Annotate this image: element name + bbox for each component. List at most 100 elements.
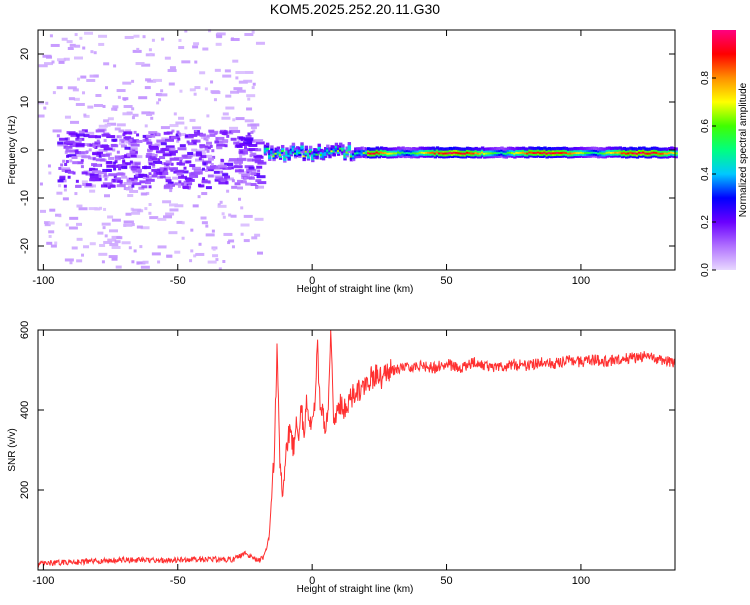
spectrogram-cell [201, 167, 205, 171]
spectrogram-cell [237, 138, 241, 142]
spectrogram-cell [265, 144, 270, 148]
spectrogram-cell [181, 236, 185, 240]
spectrogram-cell [132, 49, 142, 53]
spectrogram-cell [588, 154, 592, 158]
spectrogram-cell [401, 148, 405, 152]
spectrogram-cell [132, 113, 139, 117]
spectrogram-cell [131, 184, 135, 188]
spectrogram-cell [465, 150, 470, 154]
spectrogram-cell [463, 147, 468, 151]
spectrogram-cell [465, 146, 470, 150]
spectrogram-cell [502, 149, 506, 153]
spectrogram-cell [601, 153, 605, 157]
spectrogram-cell [534, 146, 539, 151]
spectrogram-cell [625, 149, 629, 153]
spectrogram-cell [104, 86, 108, 90]
spectrogram-cell [577, 147, 582, 151]
spectrogram-cell [131, 260, 135, 264]
spectrogram-cell [377, 153, 382, 157]
spectrogram-cell [274, 147, 278, 151]
spectrogram-cell [343, 155, 347, 159]
spectrogram-cell [412, 150, 416, 155]
spectrogram-cell [96, 139, 100, 143]
spectrogram-cell [149, 216, 159, 220]
spectrogram-cell [519, 152, 524, 156]
spectrogram-cell [99, 243, 106, 247]
spectrogram-cell [156, 132, 160, 136]
spectrogram-cell [189, 172, 196, 176]
spectrogram-cell [65, 160, 69, 164]
spectrogram-cell [326, 144, 330, 148]
spectrogram-cell [476, 149, 481, 153]
spectrogram-cell [470, 149, 474, 153]
spectrogram-cell [285, 147, 289, 151]
spectrogram-cell [138, 186, 145, 190]
spectrogram-cell [364, 153, 369, 157]
spectrogram-cell [650, 150, 655, 154]
spectrogram-cell [215, 258, 219, 262]
spectrogram-cell [256, 251, 263, 255]
spectrogram-cell [549, 153, 554, 157]
spectrogram-cell [112, 105, 119, 109]
spectrogram-cell [81, 253, 85, 257]
spectrogram-cell [58, 166, 62, 170]
spectrogram-cell [605, 154, 610, 158]
spectrogram-cell [268, 152, 272, 156]
spectrogram-cell [646, 153, 650, 157]
spectrogram-cell [169, 203, 179, 207]
spectrogram-cell [67, 154, 77, 158]
spectrogram-cell [625, 147, 629, 151]
spectrogram-cell [560, 150, 564, 154]
spectrogram-cell [146, 141, 153, 145]
spectrogram-cell [321, 151, 326, 155]
y-tick-label: -10 [19, 190, 31, 206]
spectrogram-cell [313, 149, 317, 154]
spectrogram-cell [111, 107, 118, 111]
spectrogram-cell [128, 147, 138, 151]
spectrogram-cell [252, 129, 256, 133]
spectrogram-cell [384, 150, 388, 154]
spectrogram-cell [360, 150, 364, 154]
spectrogram-cell [618, 146, 622, 150]
spectrogram-cell [504, 153, 508, 157]
spectrogram-cell [407, 150, 412, 155]
spectrogram-cell [64, 151, 68, 155]
spectrogram-cell [631, 151, 635, 155]
spectrogram-cell [543, 148, 547, 152]
spectrogram-cell [215, 176, 222, 180]
spectrogram-cell [515, 154, 519, 158]
spectrogram-cell [70, 120, 80, 124]
spectrogram-cell [125, 129, 132, 133]
spectrogram-cell [132, 208, 142, 212]
spectrogram-cell [88, 168, 98, 172]
spectrogram-cell [386, 147, 390, 151]
spectrogram-cell [215, 136, 225, 140]
spectrogram-cell [409, 147, 414, 151]
spectrogram-cell [633, 153, 638, 157]
spectrogram-cell [165, 212, 175, 216]
spectrogram-cell [468, 148, 472, 153]
spectrogram-cell [248, 147, 258, 151]
spectrogram-cell [446, 151, 450, 155]
spectrogram-cell [205, 154, 212, 158]
spectrogram-cell [498, 148, 502, 153]
spectrogram-cell [151, 174, 158, 178]
spectrogram-cell [219, 200, 223, 204]
spectrogram-cell [200, 216, 207, 220]
spectrogram-cell [189, 164, 196, 168]
spectrogram-cell [332, 149, 336, 153]
spectrogram-cell [231, 129, 241, 133]
spectrogram-cell [87, 105, 94, 109]
spectrogram-cell [240, 138, 244, 142]
spectrogram-cell [59, 175, 66, 179]
spectrogram-cell [118, 129, 125, 133]
spectrogram-cell [472, 151, 476, 155]
spectrogram-cell [165, 160, 172, 164]
spectrogram-cell [446, 155, 450, 159]
spectrogram-cell [642, 150, 646, 154]
spectrogram-cell [483, 151, 487, 155]
spectrogram-cell [248, 166, 255, 170]
spectrogram-cell [519, 154, 524, 158]
spectrogram-cell [622, 152, 627, 156]
spectrogram-cell [605, 150, 610, 154]
